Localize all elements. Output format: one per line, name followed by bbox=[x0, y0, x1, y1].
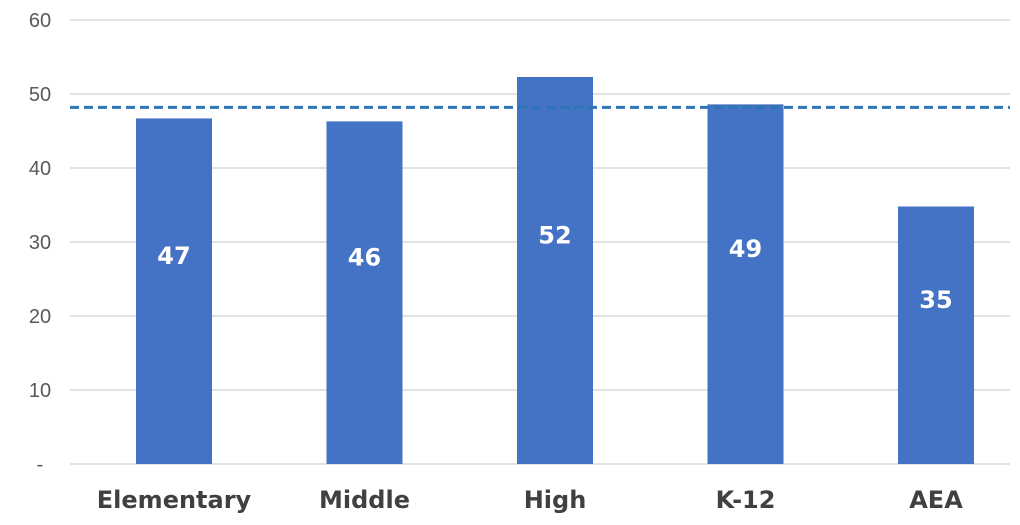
bars bbox=[136, 76, 974, 465]
y-tick-label: 50 bbox=[29, 84, 51, 106]
y-tick-label: 60 bbox=[29, 10, 51, 32]
y-tick-label: 30 bbox=[29, 232, 51, 254]
y-tick-label: 10 bbox=[29, 380, 51, 402]
bar-middle bbox=[326, 121, 403, 464]
bar-elementary bbox=[136, 118, 212, 465]
x-category-label: AEA bbox=[909, 486, 963, 514]
data-label: 46 bbox=[348, 244, 381, 272]
x-category-label: High bbox=[524, 486, 587, 514]
data-label: 49 bbox=[729, 235, 762, 263]
y-axis-tick-labels: - 10 20 30 40 50 60 bbox=[29, 10, 51, 476]
data-label: 47 bbox=[157, 242, 190, 270]
y-tick-label: 40 bbox=[29, 158, 51, 180]
data-label: 52 bbox=[538, 221, 571, 249]
x-category-label: K-12 bbox=[716, 486, 776, 514]
y-tick-label: - bbox=[37, 454, 44, 476]
y-tick-label: 20 bbox=[29, 306, 51, 328]
data-labels: 47 46 52 49 35 bbox=[157, 221, 952, 314]
x-category-label: Middle bbox=[319, 486, 410, 514]
bar-high bbox=[517, 76, 593, 464]
bar-k-12 bbox=[707, 104, 784, 465]
x-axis-category-labels: Elementary Middle High K-12 AEA bbox=[97, 486, 963, 514]
bar-aea bbox=[898, 206, 974, 465]
x-category-label: Elementary bbox=[97, 486, 252, 514]
data-label: 35 bbox=[919, 286, 952, 314]
